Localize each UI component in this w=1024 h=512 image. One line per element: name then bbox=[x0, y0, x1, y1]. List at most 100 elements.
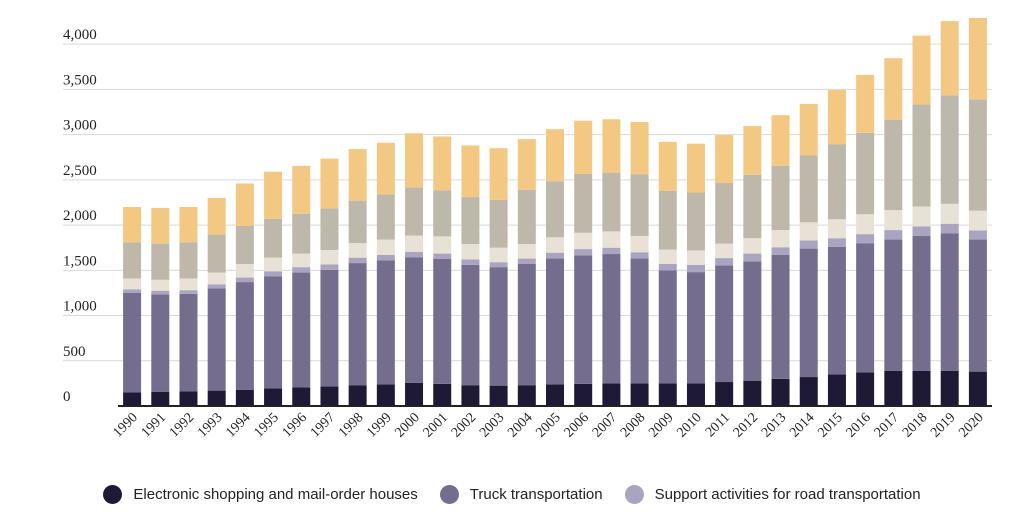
bar-segment bbox=[292, 387, 311, 406]
bar-segment bbox=[968, 17, 987, 100]
y-tick-label: 3,500 bbox=[63, 72, 97, 88]
bar-segment bbox=[574, 249, 593, 256]
bar-segment bbox=[433, 136, 452, 191]
bar-segment bbox=[292, 267, 311, 273]
bar-segment bbox=[743, 253, 762, 262]
bar-segment bbox=[658, 263, 677, 271]
bar-segment bbox=[489, 385, 508, 406]
bar-segment bbox=[630, 383, 649, 406]
bar-segment bbox=[940, 95, 959, 204]
bar-segment bbox=[630, 235, 649, 253]
bar-segment bbox=[546, 129, 564, 182]
bar-segment bbox=[771, 378, 790, 406]
bar-segment bbox=[630, 258, 649, 384]
bar-segment bbox=[715, 243, 734, 259]
bar-segment bbox=[743, 380, 762, 406]
bar-segment bbox=[799, 248, 818, 378]
bar-segment bbox=[123, 242, 142, 279]
bar-segment bbox=[433, 190, 452, 237]
y-tick-label: 2,000 bbox=[63, 208, 97, 224]
x-tick-label: 2011 bbox=[703, 410, 733, 440]
x-tick-label: 1990 bbox=[111, 410, 141, 440]
bar-segment bbox=[827, 246, 846, 375]
bar-segment bbox=[884, 119, 903, 211]
bar-segment bbox=[320, 249, 339, 265]
bar-segment bbox=[517, 189, 536, 245]
bar-segment bbox=[348, 149, 367, 201]
bar-segment bbox=[489, 148, 508, 200]
bar-segment bbox=[461, 264, 480, 386]
bar-segment bbox=[799, 103, 818, 156]
bar-segment bbox=[771, 254, 790, 379]
x-tick-label: 1995 bbox=[251, 410, 281, 440]
bar-segment bbox=[461, 259, 480, 265]
bar-segment bbox=[884, 210, 903, 231]
x-tick-label: 1993 bbox=[195, 410, 225, 440]
legend-item: Support activities for road transportati… bbox=[624, 484, 921, 504]
bar-segment bbox=[912, 235, 931, 371]
bar-segment bbox=[546, 252, 564, 259]
bar-segment bbox=[123, 207, 142, 243]
bars bbox=[123, 17, 987, 406]
bar-segment bbox=[489, 262, 508, 268]
bar-segment bbox=[658, 270, 677, 384]
bar-segment bbox=[940, 233, 959, 371]
y-tick-label: 2,500 bbox=[63, 163, 97, 179]
bar-segment bbox=[574, 120, 593, 174]
bar-segment bbox=[658, 141, 677, 191]
bar-segment bbox=[235, 277, 254, 283]
bar-segment bbox=[771, 247, 790, 255]
bar-segment bbox=[968, 230, 987, 240]
legend-swatch bbox=[624, 484, 644, 504]
bar-segment bbox=[405, 235, 424, 252]
bar-segment bbox=[348, 257, 367, 264]
bar-segment bbox=[264, 271, 283, 277]
bar-segment bbox=[715, 382, 734, 406]
bar-segment bbox=[461, 197, 480, 245]
x-tick-label: 2020 bbox=[956, 410, 986, 440]
bar-segment bbox=[376, 194, 395, 240]
bar-segment bbox=[743, 261, 762, 381]
x-tick-label: 2019 bbox=[928, 410, 958, 440]
x-tick-label: 2002 bbox=[449, 410, 479, 440]
bar-segment bbox=[940, 223, 959, 234]
bar-segment bbox=[433, 253, 452, 260]
x-tick-label: 2012 bbox=[731, 410, 761, 440]
bar-segment bbox=[686, 250, 705, 265]
bar-segment bbox=[235, 183, 254, 226]
bar-segment bbox=[743, 126, 762, 175]
bar-segment bbox=[264, 388, 283, 406]
bar-segment bbox=[968, 371, 987, 406]
bar-segment bbox=[348, 385, 367, 406]
bar-segment bbox=[207, 234, 226, 273]
bar-segment bbox=[912, 370, 931, 406]
bar-segment bbox=[235, 389, 254, 406]
bar-segment bbox=[799, 377, 818, 406]
bar-segment bbox=[405, 251, 424, 258]
bar-segment bbox=[461, 244, 480, 260]
bar-segment bbox=[207, 284, 226, 289]
bar-segment bbox=[715, 183, 734, 244]
bar-segment bbox=[602, 231, 621, 248]
bar-segment bbox=[489, 199, 508, 248]
bar-segment bbox=[151, 243, 170, 280]
bar-segment bbox=[602, 247, 621, 255]
bar-segment bbox=[827, 89, 846, 145]
bar-segment bbox=[602, 172, 621, 232]
bar-segment bbox=[574, 383, 593, 406]
bar-segment bbox=[405, 257, 424, 383]
bar-segment bbox=[856, 132, 875, 215]
bar-segment bbox=[827, 238, 846, 247]
bar-segment bbox=[715, 265, 734, 383]
bar-segment bbox=[405, 133, 424, 188]
bar-segment bbox=[856, 243, 875, 373]
bar-segment bbox=[517, 263, 536, 386]
bar-segment bbox=[433, 259, 452, 384]
legend: Electronic shopping and mail-order house… bbox=[0, 482, 1024, 506]
x-tick-label: 2004 bbox=[505, 410, 535, 440]
legend-swatch bbox=[439, 484, 459, 504]
bar-segment bbox=[292, 253, 311, 268]
bar-segment bbox=[348, 243, 367, 258]
x-tick-label: 2013 bbox=[759, 410, 789, 440]
bar-segment bbox=[405, 187, 424, 236]
